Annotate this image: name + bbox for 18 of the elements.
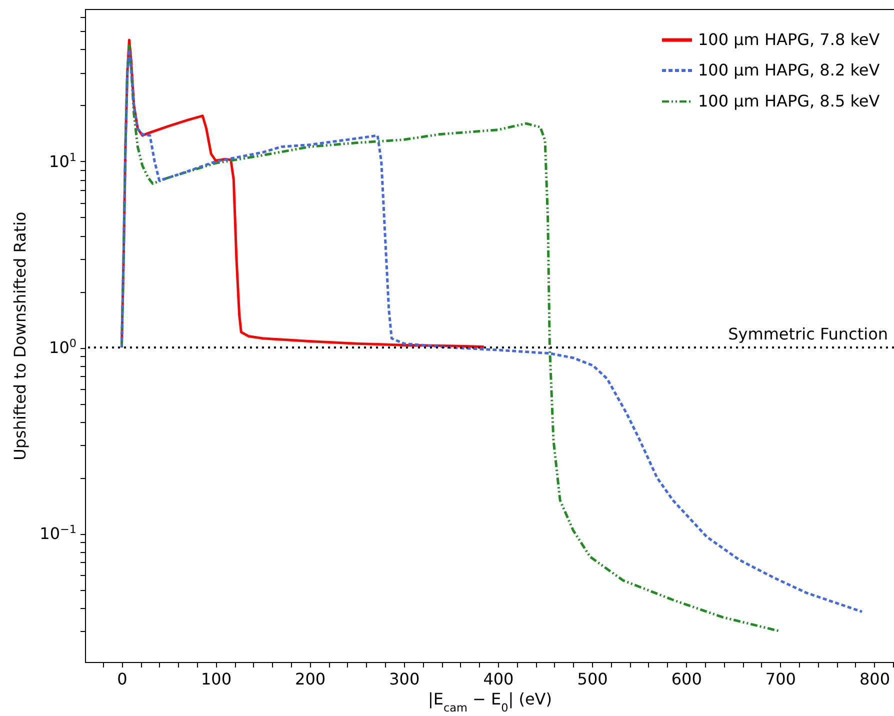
x-tick-label: 200 <box>295 670 326 688</box>
legend-label: 100 µm HAPG, 7.8 keV <box>698 30 880 49</box>
x-tick-label: 100 <box>200 670 232 688</box>
ref-line-label: Symmetric Function <box>728 324 888 344</box>
y-tick-label: 10$^{1}$ <box>49 150 76 171</box>
x-tick-label: 500 <box>577 670 608 688</box>
y-tick-label: 10$^{0}$ <box>49 336 76 358</box>
y-axis-title: Upshifted to Downshifted Ratio <box>10 212 30 460</box>
y-tick-label: 10$^{−1}$ <box>40 522 76 544</box>
legend-label: 100 µm HAPG, 8.5 keV <box>698 92 880 110</box>
legend-label: 100 µm HAPG, 8.2 keV <box>698 60 880 80</box>
x-tick-label: 0 <box>117 670 128 688</box>
x-tick-label: 300 <box>389 670 420 688</box>
x-tick-label: 800 <box>859 670 890 688</box>
x-axis-title: |E$_{cam}$ − E$_{0}$| (eV) <box>428 690 552 714</box>
x-tick-label: 600 <box>671 670 702 688</box>
x-tick-label: 400 <box>483 670 514 688</box>
x-tick-label: 700 <box>765 670 796 688</box>
